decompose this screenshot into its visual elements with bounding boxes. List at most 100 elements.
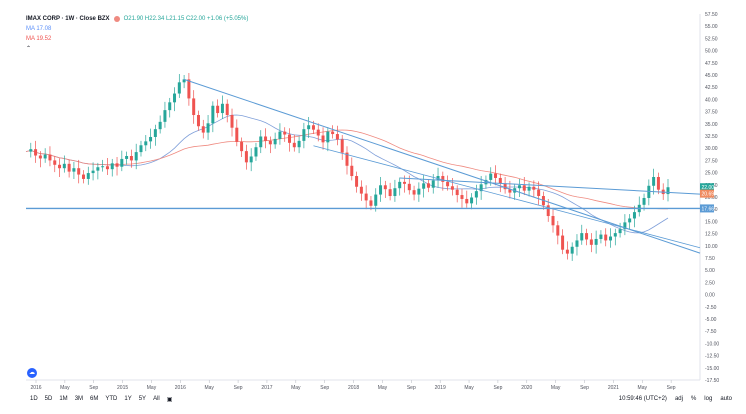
candle-body bbox=[307, 125, 311, 130]
candle-body bbox=[48, 154, 52, 161]
range-all[interactable]: All bbox=[153, 396, 160, 402]
price-tag-label: 17.66 bbox=[702, 206, 715, 212]
candle-body bbox=[350, 165, 354, 177]
candle-body bbox=[570, 246, 574, 254]
candle-body bbox=[599, 234, 603, 239]
y-tick-label: -7.50 bbox=[705, 329, 717, 335]
range-5y[interactable]: 5Y bbox=[138, 396, 147, 402]
candle-body bbox=[388, 189, 392, 197]
candle-body bbox=[460, 195, 464, 199]
log-toggle[interactable]: log bbox=[704, 396, 713, 402]
x-tick-label: Sep bbox=[407, 385, 416, 391]
range-1m[interactable]: 1M bbox=[59, 396, 68, 402]
candle-body bbox=[446, 181, 450, 187]
candle-body bbox=[522, 185, 526, 191]
x-tick-label: May bbox=[638, 385, 648, 391]
candle-body bbox=[220, 103, 224, 114]
x-tick-label: 2016 bbox=[175, 385, 186, 391]
candle-body bbox=[398, 181, 402, 189]
symbol-title[interactable]: IMAX CORP · 1W · Close BZX bbox=[26, 16, 110, 22]
ma1-label[interactable]: MA 17.08 bbox=[26, 26, 52, 32]
candle-body bbox=[297, 140, 301, 148]
candle-body bbox=[426, 183, 430, 188]
candle-body bbox=[81, 174, 85, 179]
calendar-icon[interactable]: ▣ bbox=[166, 397, 173, 403]
candle-body bbox=[546, 205, 550, 217]
x-tick-label: May bbox=[378, 385, 388, 391]
candle-body bbox=[374, 194, 378, 206]
candle-body bbox=[417, 188, 421, 195]
candle-body bbox=[585, 233, 589, 240]
candle-body bbox=[402, 181, 406, 184]
candle-body bbox=[125, 156, 129, 159]
candle-body bbox=[144, 141, 148, 146]
candle-body bbox=[609, 236, 613, 241]
ma2-label[interactable]: MA 19.52 bbox=[26, 36, 52, 42]
candle-body bbox=[230, 115, 234, 128]
lower-trend-line bbox=[313, 145, 701, 249]
candle-body bbox=[67, 163, 71, 172]
candle-body bbox=[441, 176, 445, 182]
price-tag-label: 22.00 bbox=[702, 185, 715, 191]
adj-toggle[interactable]: adj bbox=[674, 396, 683, 402]
y-tick-label: 57.50 bbox=[705, 12, 718, 18]
candle-body bbox=[508, 189, 512, 193]
y-tick-label: 50.00 bbox=[705, 49, 718, 55]
candle-body bbox=[58, 164, 62, 169]
candle-body bbox=[565, 249, 569, 254]
chart-legend: IMAX CORP · 1W · Close BZX O21.90 H22.34… bbox=[26, 14, 248, 54]
candle-body bbox=[311, 125, 315, 130]
candle-body bbox=[149, 136, 153, 142]
candle-body bbox=[580, 233, 584, 241]
candle-body bbox=[498, 177, 502, 184]
candle-body bbox=[455, 189, 459, 196]
candle-body bbox=[628, 218, 632, 223]
y-tick-label: -17.50 bbox=[705, 378, 719, 384]
candle-body bbox=[364, 193, 368, 201]
range-5d[interactable]: 5D bbox=[44, 396, 53, 402]
candle-body bbox=[91, 170, 95, 174]
candles bbox=[29, 73, 670, 261]
candle-body bbox=[196, 115, 200, 127]
candle-body bbox=[331, 131, 335, 135]
candle-body bbox=[105, 166, 109, 170]
candle-body bbox=[225, 103, 229, 116]
candle-body bbox=[345, 152, 349, 166]
y-tick-label: 5.00 bbox=[705, 268, 715, 274]
range-3m[interactable]: 3M bbox=[74, 396, 84, 402]
percent-toggle[interactable]: % bbox=[690, 396, 697, 402]
y-tick-label: -2.50 bbox=[705, 305, 717, 311]
candle-body bbox=[96, 167, 100, 171]
y-tick-label: 25.00 bbox=[705, 171, 718, 177]
range-1y[interactable]: 1Y bbox=[124, 396, 132, 402]
y-tick-label: -5.00 bbox=[705, 317, 717, 323]
x-tick-label: 2015 bbox=[117, 385, 128, 391]
range-ytd[interactable]: YTD bbox=[105, 396, 118, 402]
y-tick-label: 0.00 bbox=[705, 293, 715, 299]
x-axis: 2016 May Sep 2015 May 2016 May Sep 2017 May Sep 201… bbox=[30, 380, 676, 391]
candle-body bbox=[273, 138, 277, 145]
x-tick-label: May bbox=[60, 385, 70, 391]
candle-body bbox=[134, 152, 138, 161]
candle-body bbox=[474, 191, 478, 198]
candle-body bbox=[656, 176, 660, 190]
range-6m[interactable]: 6M bbox=[90, 396, 99, 402]
candle-body bbox=[489, 173, 493, 180]
candle-body bbox=[431, 180, 435, 188]
candle-body bbox=[153, 129, 157, 137]
y-tick-label: -12.50 bbox=[705, 354, 719, 360]
range-1d[interactable]: 1D bbox=[30, 396, 38, 402]
collapse-icon[interactable]: ⌃ bbox=[26, 46, 32, 52]
y-tick-label: 20.00 bbox=[705, 195, 718, 201]
candle-body bbox=[412, 190, 416, 195]
auto-toggle[interactable]: auto bbox=[720, 396, 732, 402]
candle-body bbox=[163, 110, 167, 122]
candle-body bbox=[527, 186, 531, 191]
x-tick-label: Sep bbox=[320, 385, 329, 391]
cloud-icon[interactable]: ☁ bbox=[27, 368, 37, 378]
candle-body bbox=[268, 140, 272, 145]
y-tick-label: 40.00 bbox=[705, 97, 718, 103]
y-tick-label: 37.50 bbox=[705, 110, 718, 116]
candle-body bbox=[517, 185, 521, 189]
